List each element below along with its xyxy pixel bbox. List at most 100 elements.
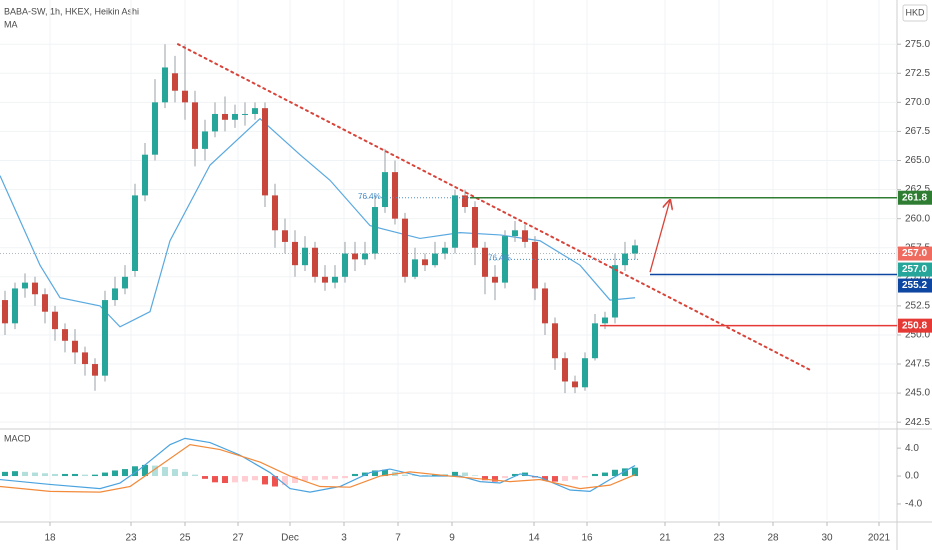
x-tick-label: 2021: [868, 533, 891, 544]
x-tick-label: 23: [713, 533, 725, 544]
histogram-bar: [332, 476, 338, 479]
histogram-bar: [412, 475, 418, 477]
candle-body: [592, 323, 598, 359]
candle-body: [412, 259, 418, 277]
histogram-bar: [202, 476, 208, 479]
price-label-box: [898, 246, 932, 261]
histogram-bar: [542, 476, 548, 481]
candle-body: [192, 102, 198, 149]
y-tick-label: 252.5: [905, 301, 930, 312]
histogram-bar: [32, 472, 38, 477]
histogram-bar: [82, 474, 88, 477]
candle-body: [92, 364, 98, 376]
histogram-bar: [72, 473, 78, 477]
candle-body: [162, 67, 168, 103]
candle-body: [582, 358, 588, 388]
candle-body: [42, 294, 48, 312]
candle-body: [222, 113, 228, 120]
histogram-bar: [482, 476, 488, 481]
candle-body: [262, 108, 268, 196]
histogram-bar: [52, 473, 58, 477]
ma-line: [0, 117, 636, 328]
histogram-bar: [452, 471, 458, 477]
histogram-bar: [292, 476, 298, 484]
x-tick-label: 7: [395, 533, 401, 544]
candle-body: [82, 352, 88, 365]
histogram-bar: [302, 476, 308, 481]
candle-body: [132, 195, 138, 271]
candle-body: [62, 329, 68, 341]
histogram-bar: [1, 471, 8, 477]
candle-body: [452, 195, 458, 248]
candle-body: [632, 245, 638, 254]
price-label: 250.8: [902, 320, 927, 331]
candle-body: [402, 218, 408, 277]
candle-body: [602, 317, 608, 324]
histogram-bar: [182, 471, 188, 477]
candle-body: [32, 282, 38, 295]
candle-body: [282, 230, 288, 242]
histogram-bar: [12, 471, 18, 477]
candle-body: [342, 253, 348, 277]
candle-body: [312, 247, 318, 277]
histogram-bar: [462, 472, 468, 477]
candle-body: [232, 113, 238, 120]
main-panel: 76.4% 76.4%: [0, 0, 897, 428]
candle-body: [372, 207, 378, 254]
candle-body: [12, 288, 18, 324]
histogram-bar: [262, 476, 268, 485]
histogram-bar: [272, 476, 278, 487]
candle-body: [612, 265, 618, 318]
y-tick-label: 272.5: [905, 68, 930, 79]
candle-body: [72, 340, 78, 353]
histogram-bar: [352, 473, 358, 477]
candle-body: [542, 288, 548, 324]
histogram-bar: [372, 470, 378, 477]
x-tick-label: 30: [821, 533, 833, 544]
histogram-bar: [22, 471, 28, 477]
x-tick-label: 23: [125, 533, 137, 544]
y-tick-label: 247.5: [905, 359, 930, 370]
candle-body: [202, 131, 208, 149]
candle-body: [292, 241, 298, 266]
histogram-bar: [312, 476, 318, 481]
x-tick-label: 25: [179, 533, 191, 544]
candle-body: [382, 172, 388, 208]
histogram-bar: [342, 476, 348, 479]
histogram-bar: [622, 468, 628, 477]
x-tick-label: 9: [449, 533, 455, 544]
trendline: [177, 43, 811, 371]
chart-title: BABA-SW, 1h, HKEX, Heikin Ashi: [4, 6, 139, 16]
candle-body: [142, 154, 148, 196]
histogram-bar: [582, 476, 588, 478]
x-tick-label: 21: [659, 533, 671, 544]
x-tick-label: 3: [341, 533, 347, 544]
fib-label: 76.4%: [488, 253, 511, 262]
x-tick-label: 16: [581, 533, 593, 544]
x-tick-label: 28: [767, 533, 779, 544]
candle-body: [442, 247, 448, 254]
fib-label: 76.4%: [358, 192, 381, 201]
y-tick-label: 260.0: [905, 213, 930, 224]
axes: 18 23 25 27 Dec 3 7 9 14 16 21 23 28 30 2021 242.5 245.0…: [44, 39, 932, 544]
currency-box[interactable]: [902, 4, 928, 22]
y-tick-label: 245.0: [905, 388, 930, 399]
candle-body: [392, 172, 398, 219]
candle-body: [522, 230, 528, 242]
candle-body: [112, 288, 118, 301]
candle-body: [102, 300, 108, 376]
histogram-bar: [142, 464, 148, 477]
histogram-bar: [512, 473, 518, 477]
histogram-bar: [112, 470, 118, 477]
y-tick-label: 270.0: [905, 97, 930, 108]
histogram-bar: [252, 476, 258, 481]
histogram-bar: [162, 466, 168, 477]
ma-legend: MA: [4, 19, 18, 29]
price-label: 257.0: [902, 248, 927, 259]
candle-body: [572, 381, 578, 388]
y-tick-label: -4.0: [905, 499, 923, 510]
candle-body: [212, 113, 218, 132]
histogram-bar: [132, 466, 138, 477]
